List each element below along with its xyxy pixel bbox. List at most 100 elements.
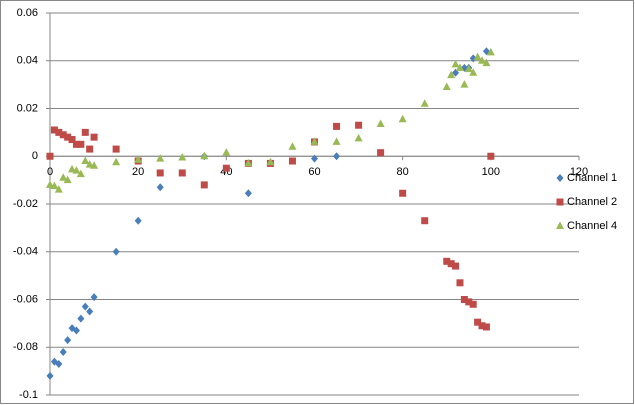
point [46,180,54,188]
point [68,164,77,173]
x-tick-label: 100 [482,166,500,178]
legend-label: Channel 4 [567,220,617,232]
point [72,326,80,335]
point [354,133,363,142]
point [452,262,460,270]
point [64,133,72,141]
y-tick-label: -0.02 [13,198,38,210]
point [473,52,482,61]
point [156,154,165,162]
point [244,189,252,198]
point [556,198,564,206]
point [478,322,486,330]
point [455,63,464,71]
point [50,126,58,134]
point [244,158,253,167]
point [59,348,67,357]
point [46,371,54,380]
point [456,279,464,287]
y-tick-label: 0.04 [17,55,38,67]
x-tick-label: 120 [570,166,588,178]
point [178,152,187,161]
point [288,142,297,150]
point [442,82,451,91]
point [482,323,490,331]
point [420,99,429,107]
point [72,166,81,174]
point [55,359,63,368]
point [46,152,54,160]
point [112,247,120,256]
point [50,181,59,190]
y-tick-label: -0.08 [13,341,38,353]
point [72,140,80,148]
point [443,257,451,265]
point [68,136,76,144]
x-tick-label: 20 [132,166,144,178]
point [112,157,121,166]
point [464,64,473,73]
y-tick-label: 0 [32,150,38,162]
point [81,128,89,136]
point [86,307,94,316]
point [90,161,99,169]
point [59,173,68,181]
point [355,121,363,129]
point [556,221,564,229]
point [310,137,319,145]
point [288,157,296,165]
point [54,185,63,193]
point [376,119,385,128]
point [332,137,341,145]
y-tick-label: 0.06 [17,7,38,19]
point [76,169,85,178]
point [460,296,468,303]
y-tick-label: -0.06 [13,293,38,305]
point [333,122,341,130]
legend-label: Channel 2 [567,196,617,208]
point [482,58,491,67]
y-tick-label: -0.04 [13,246,38,258]
point [64,336,72,345]
point [333,152,341,161]
point [556,174,564,182]
point [486,47,495,56]
point [77,314,85,323]
point [112,145,120,153]
point [469,68,478,76]
point [85,160,94,168]
point [421,217,429,225]
point [222,148,231,156]
point [63,175,72,184]
point [55,128,63,136]
point [451,59,460,68]
point [447,260,455,268]
x-tick-label: 0 [47,166,53,178]
point [460,80,469,88]
point [478,56,487,64]
point [377,149,385,157]
point [469,54,477,63]
y-tick-label: 0.02 [17,102,38,114]
point [81,156,90,165]
point [77,140,85,148]
point [487,152,495,160]
point [134,155,143,163]
point [59,131,67,139]
point [90,293,98,302]
point [86,145,94,153]
point [465,298,473,306]
point [474,318,482,326]
x-tick-label: 80 [397,166,409,178]
point [222,164,230,172]
point [469,300,477,308]
point [200,181,208,189]
point [311,154,318,163]
point [134,216,142,225]
point [156,169,164,177]
point [90,133,98,141]
point [399,189,407,197]
legend-label: Channel 1 [567,172,617,184]
